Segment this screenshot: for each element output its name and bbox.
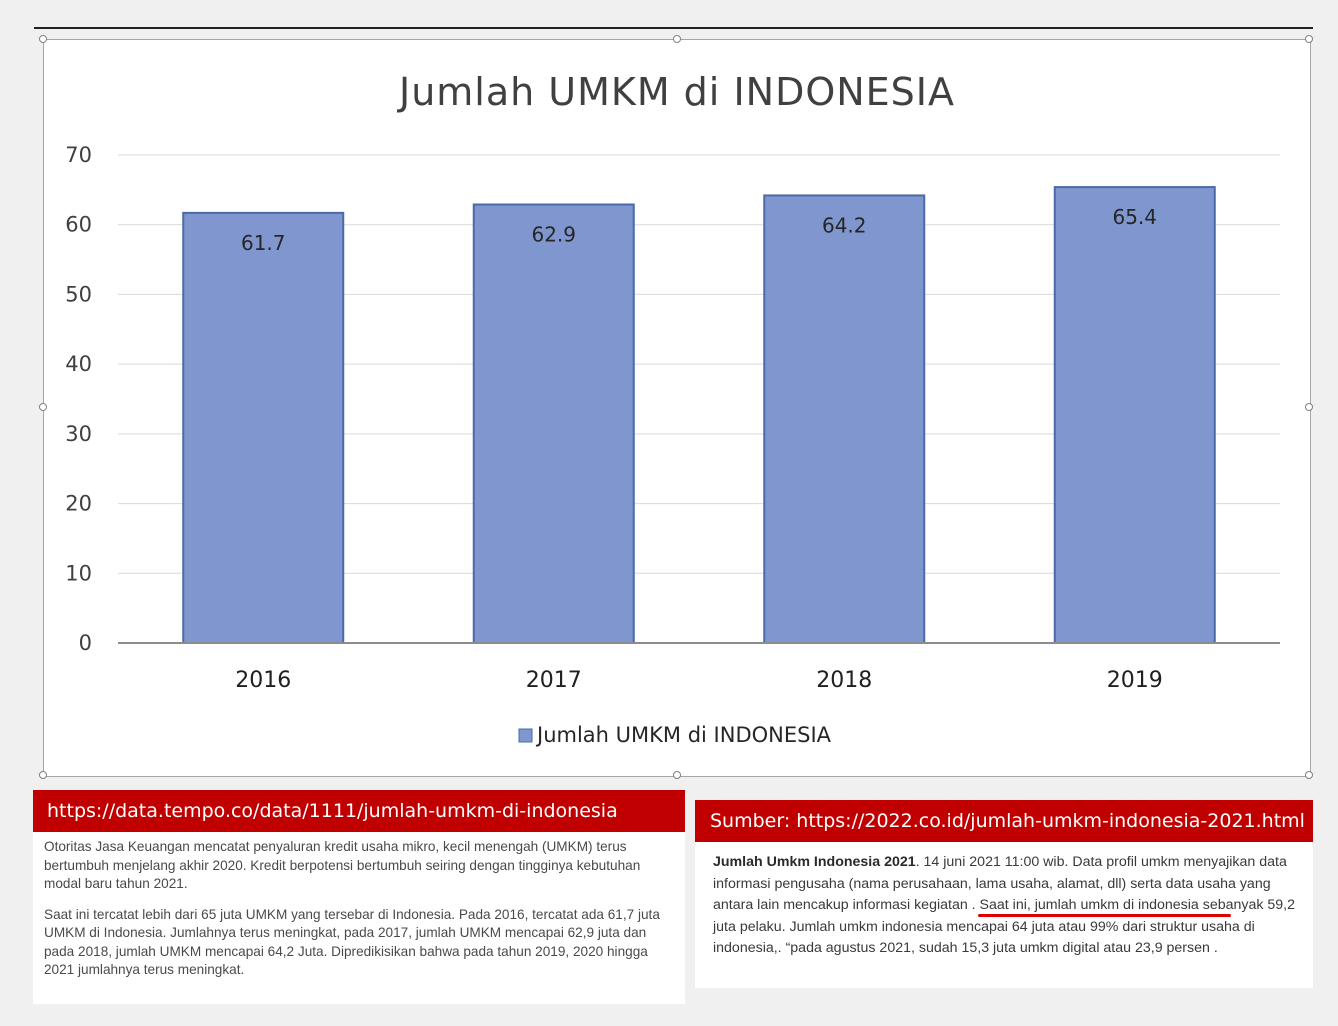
article-bold-lead: Jumlah Umkm Indonesia 2021 xyxy=(713,854,916,870)
y-tick-label: 40 xyxy=(65,352,92,376)
tempo-paragraph-2: Saat ini tercatat lebih dari 65 juta UMK… xyxy=(44,906,660,978)
data-label: 65.4 xyxy=(1112,205,1157,229)
resize-handle-top-center[interactable] xyxy=(673,35,681,43)
bar xyxy=(472,203,635,645)
tempo-source-panel: https://data.tempo.co/data/1111/jumlah-u… xyxy=(33,790,685,1004)
x-tick-label: 2016 xyxy=(235,668,291,693)
tempo-article-text: Otoritas Jasa Keuangan mencatat penyalur… xyxy=(33,832,685,980)
data-label: 64.2 xyxy=(822,213,867,237)
y-tick-label: 30 xyxy=(65,422,92,446)
red-highlight-underline xyxy=(978,914,1231,917)
x-tick-label: 2019 xyxy=(1107,668,1163,693)
data-label: 61.7 xyxy=(241,231,286,255)
chart-frame[interactable]: Jumlah UMKM di INDONESIA 0 10 20 30 40 50 60 70 6… xyxy=(43,39,1311,777)
resize-handle-top-right[interactable] xyxy=(1305,35,1313,43)
resize-handle-bottom-right[interactable] xyxy=(1305,771,1313,779)
y-tick-label: 50 xyxy=(65,282,92,306)
bar-chart: Jumlah UMKM di INDONESIA 0 10 20 30 40 50 60 70 6… xyxy=(65,70,1280,747)
bar xyxy=(1053,186,1216,644)
y-tick-label: 70 xyxy=(65,143,92,167)
resize-handle-middle-right[interactable] xyxy=(1305,403,1313,411)
y-tick-label: 20 xyxy=(65,492,92,516)
y-tick-label: 0 xyxy=(79,631,92,655)
legend-label: Jumlah UMKM di INDONESIA xyxy=(535,723,832,747)
x-tick-label: 2018 xyxy=(816,668,872,693)
resize-handle-top-left[interactable] xyxy=(39,35,47,43)
top-border-line xyxy=(34,27,1313,29)
bar xyxy=(182,211,345,644)
article-body: . 14 juni 2021 11:00 wib. Data profil um… xyxy=(713,854,1296,956)
resize-handle-bottom-left[interactable] xyxy=(39,771,47,779)
resize-handle-bottom-center[interactable] xyxy=(673,771,681,779)
y-tick-label: 60 xyxy=(65,213,92,237)
resize-handle-middle-left[interactable] xyxy=(39,403,47,411)
source-article-text: Jumlah Umkm Indonesia 2021. 14 juni 2021… xyxy=(695,842,1313,960)
legend-swatch xyxy=(518,728,533,743)
tempo-paragraph-1: Otoritas Jasa Keuangan mencatat penyalur… xyxy=(44,839,641,891)
y-tick-label: 10 xyxy=(65,561,92,585)
2022-source-panel: Sumber: https://2022.co.id/jumlah-umkm-i… xyxy=(695,800,1313,988)
bar xyxy=(763,194,926,644)
x-tick-label: 2017 xyxy=(526,668,582,693)
chart-title: Jumlah UMKM di INDONESIA xyxy=(397,70,955,114)
source-url-banner[interactable]: Sumber: https://2022.co.id/jumlah-umkm-i… xyxy=(695,800,1313,842)
data-label: 62.9 xyxy=(531,222,576,246)
tempo-url-banner[interactable]: https://data.tempo.co/data/1111/jumlah-u… xyxy=(33,790,685,832)
